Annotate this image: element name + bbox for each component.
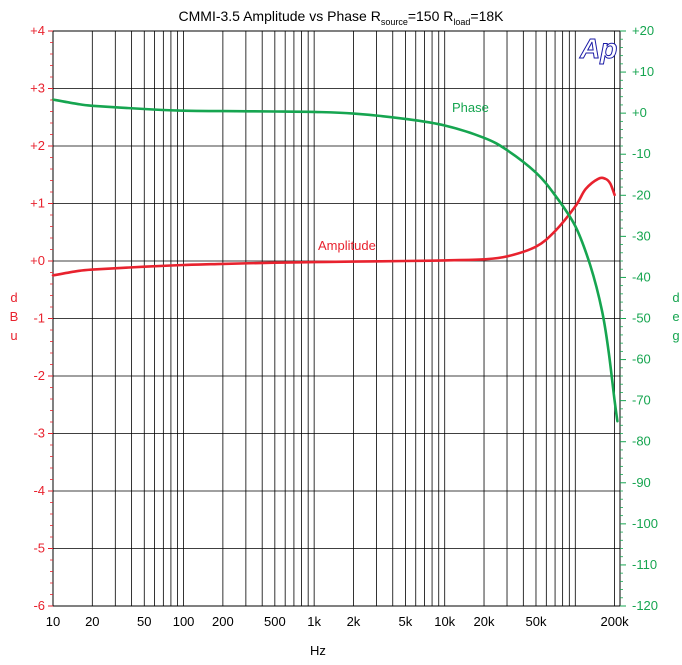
right-tick-label: -10: [632, 146, 651, 161]
right-axis-label-char: d: [672, 290, 679, 305]
left-tick-label: -2: [33, 368, 45, 383]
x-tick-label: 500: [264, 614, 286, 629]
title-load-val: =18K: [470, 8, 504, 24]
right-axis-label: d e g: [672, 290, 679, 343]
right-tick-label: +10: [632, 64, 654, 79]
left-tick-label: +3: [30, 81, 45, 96]
left-tick-label: -1: [33, 311, 45, 326]
phase-annotation: Phase: [452, 100, 489, 115]
x-tick-label: 100: [173, 614, 195, 629]
x-tick-label: 10: [46, 614, 60, 629]
x-tick-label: 200k: [600, 614, 629, 629]
right-axis-label-char: e: [672, 309, 679, 324]
right-tick-label: -30: [632, 228, 651, 243]
series-line-amplitude: [51, 176, 616, 277]
title-prefix: CMMI-3.5 Amplitude vs Phase R: [179, 8, 381, 24]
left-axis-label-char: B: [10, 309, 19, 324]
right-tick-label: -90: [632, 475, 651, 490]
ticks-layer: +4 +3 +2 +1 +0 -1 -2 -3 -4 -5 -6 +20 +10 +0 -10 -20 -30 -…: [30, 23, 658, 629]
ap-logo-text: Ap: [579, 33, 617, 64]
right-tick-label: -70: [632, 393, 651, 408]
x-tick-label: 50k: [525, 614, 546, 629]
x-tick-label: 10k: [434, 614, 455, 629]
x-tick-label: 50: [137, 614, 151, 629]
x-tick-label: 200: [212, 614, 234, 629]
right-tick-label: -120: [632, 598, 658, 613]
grid: [53, 31, 620, 606]
right-axis-label-char: g: [672, 328, 679, 343]
left-tick-label: +4: [30, 23, 45, 38]
right-tick-label: -100: [632, 516, 658, 531]
left-tick-label: +1: [30, 196, 45, 211]
left-tick-label: -4: [33, 483, 45, 498]
x-tick-label: 20k: [474, 614, 495, 629]
right-tick-label: -50: [632, 311, 651, 326]
right-tick-label: -40: [632, 269, 651, 284]
right-tick-label: -80: [632, 434, 651, 449]
right-tick-label: +20: [632, 23, 654, 38]
left-tick-label: +0: [30, 253, 45, 268]
series-layer: [51, 98, 619, 423]
x-axis-label: Hz: [310, 643, 326, 658]
left-tick-label: +2: [30, 138, 45, 153]
title-load-sub: load: [453, 17, 470, 27]
left-axis-label-char: u: [10, 328, 17, 343]
series-line-phase: [51, 98, 619, 423]
left-tick-label: -6: [33, 598, 45, 613]
right-tick-label: -20: [632, 187, 651, 202]
title-source-val: =150 R: [408, 8, 454, 24]
right-tick-label: -60: [632, 352, 651, 367]
left-axis-label: d B u: [10, 290, 19, 343]
x-tick-label: 5k: [399, 614, 413, 629]
x-tick-label: 2k: [347, 614, 361, 629]
chart-title: CMMI-3.5 Amplitude vs Phase Rsource=150 …: [179, 8, 505, 27]
left-axis-label-char: d: [10, 290, 17, 305]
x-tick-label: 20: [85, 614, 99, 629]
x-tick-label: 1k: [307, 614, 321, 629]
amplitude-annotation: Amplitude: [318, 238, 376, 253]
left-tick-label: -3: [33, 426, 45, 441]
left-tick-label: -5: [33, 541, 45, 556]
right-tick-label: +0: [632, 105, 647, 120]
right-tick-label: -110: [632, 557, 657, 572]
title-source-sub: source: [381, 17, 408, 27]
ap-logo: Ap: [579, 33, 618, 65]
